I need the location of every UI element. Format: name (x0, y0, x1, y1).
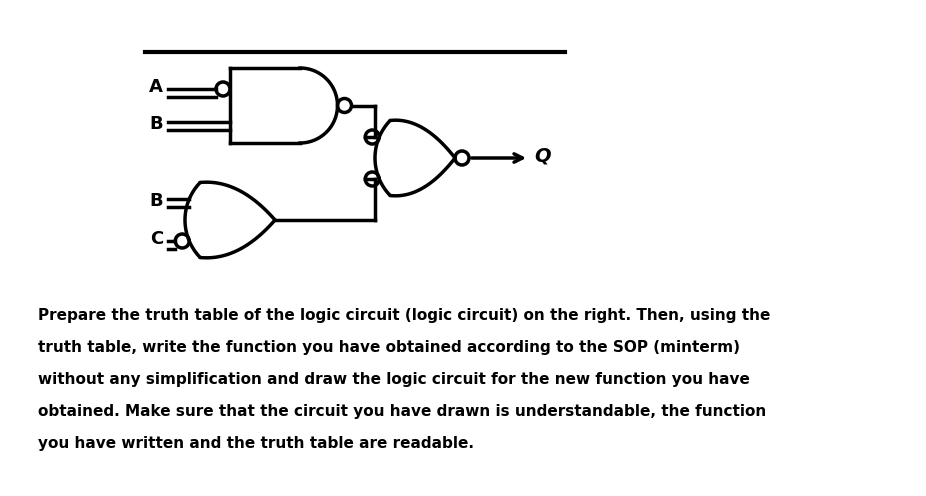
Text: you have written and the truth table are readable.: you have written and the truth table are… (38, 436, 474, 451)
Text: Prepare the truth table of the logic circuit (logic circuit) on the right. Then,: Prepare the truth table of the logic cir… (38, 308, 770, 323)
Text: A: A (149, 78, 163, 96)
Text: B: B (149, 115, 163, 133)
Text: without any simplification and draw the logic circuit for the new function you h: without any simplification and draw the … (38, 372, 750, 387)
Text: C: C (150, 230, 163, 248)
Text: B: B (149, 192, 163, 210)
Text: obtained. Make sure that the circuit you have drawn is understandable, the funct: obtained. Make sure that the circuit you… (38, 404, 766, 419)
Text: Q: Q (534, 146, 551, 166)
Text: truth table, write the function you have obtained according to the SOP (minterm): truth table, write the function you have… (38, 340, 740, 355)
